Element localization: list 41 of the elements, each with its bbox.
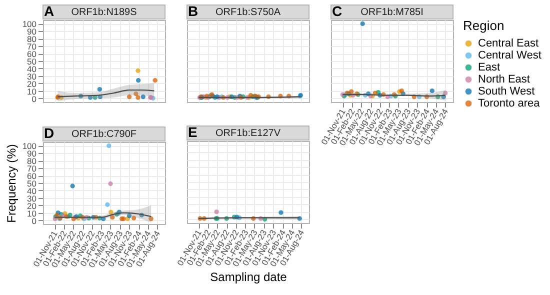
text: D xyxy=(44,125,54,141)
y-tick-label: 90 xyxy=(27,26,37,37)
legend-label: Central East xyxy=(478,38,539,50)
y-tick-label: 100 xyxy=(22,19,37,30)
y-tick-label: 40 xyxy=(27,186,37,196)
y-tick-label: 10 xyxy=(27,86,37,96)
y-tick-label: 20 xyxy=(27,78,37,89)
chart-title: ORF1b:S750A xyxy=(215,7,281,18)
y-tick-label: 0 xyxy=(32,94,37,104)
y-tick-label: 50 xyxy=(27,56,37,66)
y-tick-label: 0 xyxy=(32,216,37,226)
legend-label: Toronto area xyxy=(478,98,541,110)
chart-title: ORF1b:E127V xyxy=(215,128,281,139)
y-tick-label: 70 xyxy=(27,42,37,52)
legend-label: North East xyxy=(478,74,530,86)
y-tick-label: 90 xyxy=(27,148,37,159)
text: E xyxy=(188,124,198,140)
text: A xyxy=(44,3,54,19)
y-tick-label: 70 xyxy=(27,164,37,174)
legend-label: Central West xyxy=(478,50,542,62)
text: C xyxy=(332,3,342,19)
y-tick-label: 40 xyxy=(27,64,37,74)
y-tick-label: 10 xyxy=(27,208,37,218)
legend-label: South West xyxy=(478,86,535,98)
x-axis-title: Sampling date xyxy=(210,270,288,284)
y-axis-title: Frequency (%) xyxy=(4,144,18,223)
y-tick-label: 20 xyxy=(27,200,37,211)
y-tick-label: 60 xyxy=(27,49,37,60)
chart-title: ORF1b:C790F xyxy=(71,129,137,140)
y-tick-label: 100 xyxy=(22,141,37,152)
y-tick-label: 60 xyxy=(27,171,37,182)
y-tick-label: 80 xyxy=(27,34,37,44)
y-tick-label: 80 xyxy=(27,156,37,166)
text: B xyxy=(188,3,198,19)
y-tick-label: 30 xyxy=(27,71,37,82)
chart-title: ORF1b:N189S xyxy=(71,7,138,18)
y-tick-label: 50 xyxy=(27,178,37,188)
legend-label: East xyxy=(478,62,500,74)
chart-title: ORF1b:M785I xyxy=(360,7,424,18)
legend-title: Region xyxy=(463,18,504,33)
y-tick-label: 30 xyxy=(27,193,37,204)
